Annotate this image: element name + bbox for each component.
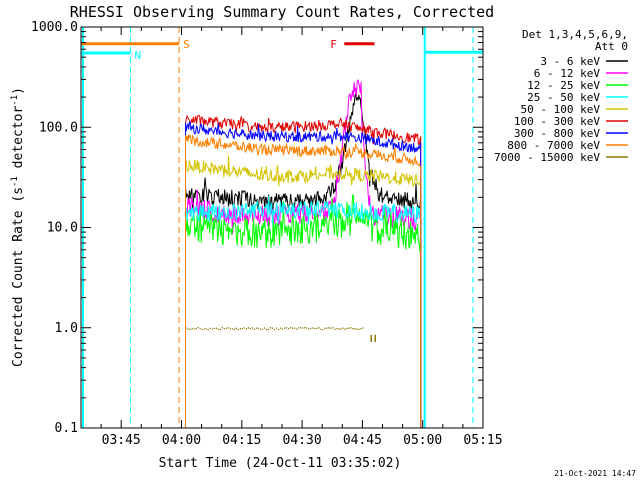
- y-axis-label-mid: detector: [11, 106, 26, 177]
- series-trace: [185, 134, 422, 428]
- series-trace: [185, 195, 422, 428]
- y-axis: 0.1 1.0 10.0 100.0 1000.0: [31, 20, 483, 436]
- x-tick-label: 05:15: [463, 433, 502, 448]
- saa-label: S: [183, 38, 190, 51]
- legend-entry-label: 6 - 12 keV: [534, 67, 601, 80]
- y-axis-label-main: Corrected Count Rate (s: [11, 187, 26, 367]
- legend-entry-label: 800 - 7000 keV: [507, 139, 600, 152]
- y-tick-label: 1000.0: [31, 20, 78, 35]
- flare-label: F: [330, 38, 337, 51]
- legend-header: Att 0: [595, 40, 628, 53]
- y-tick-label: 10.0: [47, 221, 78, 236]
- footer-timestamp: 21-Oct-2021 14:47: [554, 469, 636, 478]
- x-tick-label: 04:30: [283, 433, 322, 448]
- legend-entry-label: 25 - 50 keV: [527, 91, 600, 104]
- y-tick-label: 100.0: [39, 120, 78, 135]
- trace-group: [185, 79, 422, 428]
- series-trace: [185, 194, 422, 428]
- y-axis-label: Corrected Count Rate (s-1 detector-1): [10, 87, 26, 367]
- chart-title: RHESSI Observing Summary Count Rates, Co…: [70, 3, 494, 21]
- legend-entry-label: 100 - 300 keV: [514, 115, 600, 128]
- legend-entry-label: 12 - 25 keV: [527, 79, 600, 92]
- legend-entry-label: 50 - 100 keV: [521, 103, 601, 116]
- x-tick-label: 04:00: [162, 433, 201, 448]
- legend-entry-label: 7000 - 15000 keV: [494, 151, 600, 164]
- x-tick-label: 03:45: [102, 433, 141, 448]
- y-tick-label: 1.0: [55, 321, 78, 336]
- series-trace: [185, 155, 422, 428]
- legend-entry-label: 300 - 800 keV: [514, 127, 600, 140]
- y-axis-label-end: ): [11, 87, 26, 95]
- x-axis: 03:45 04:00 04:15 04:30 04:45 05:00 05:15: [80, 27, 503, 448]
- series-trace: [185, 79, 422, 428]
- annotation-group: NS F: [81, 27, 483, 428]
- x-tick-label: 05:00: [403, 433, 442, 448]
- legend-header: Det 1,3,4,5,6,9,: [522, 28, 628, 41]
- y-axis-label-exp1: -1: [10, 176, 20, 187]
- y-tick-label: 0.1: [55, 421, 78, 436]
- y-axis-label-exp2: -1: [10, 95, 20, 106]
- series-trace: [185, 114, 422, 428]
- x-axis-label: Start Time (24-Oct-11 03:35:02): [159, 456, 402, 471]
- night-label: N: [134, 49, 141, 62]
- legend-entry-label: 3 - 6 keV: [540, 55, 600, 68]
- x-tick-label: 04:45: [343, 433, 382, 448]
- series-trace: [185, 121, 422, 428]
- series-trace-7000-15000: [185, 326, 364, 331]
- x-tick-label: 04:15: [222, 433, 261, 448]
